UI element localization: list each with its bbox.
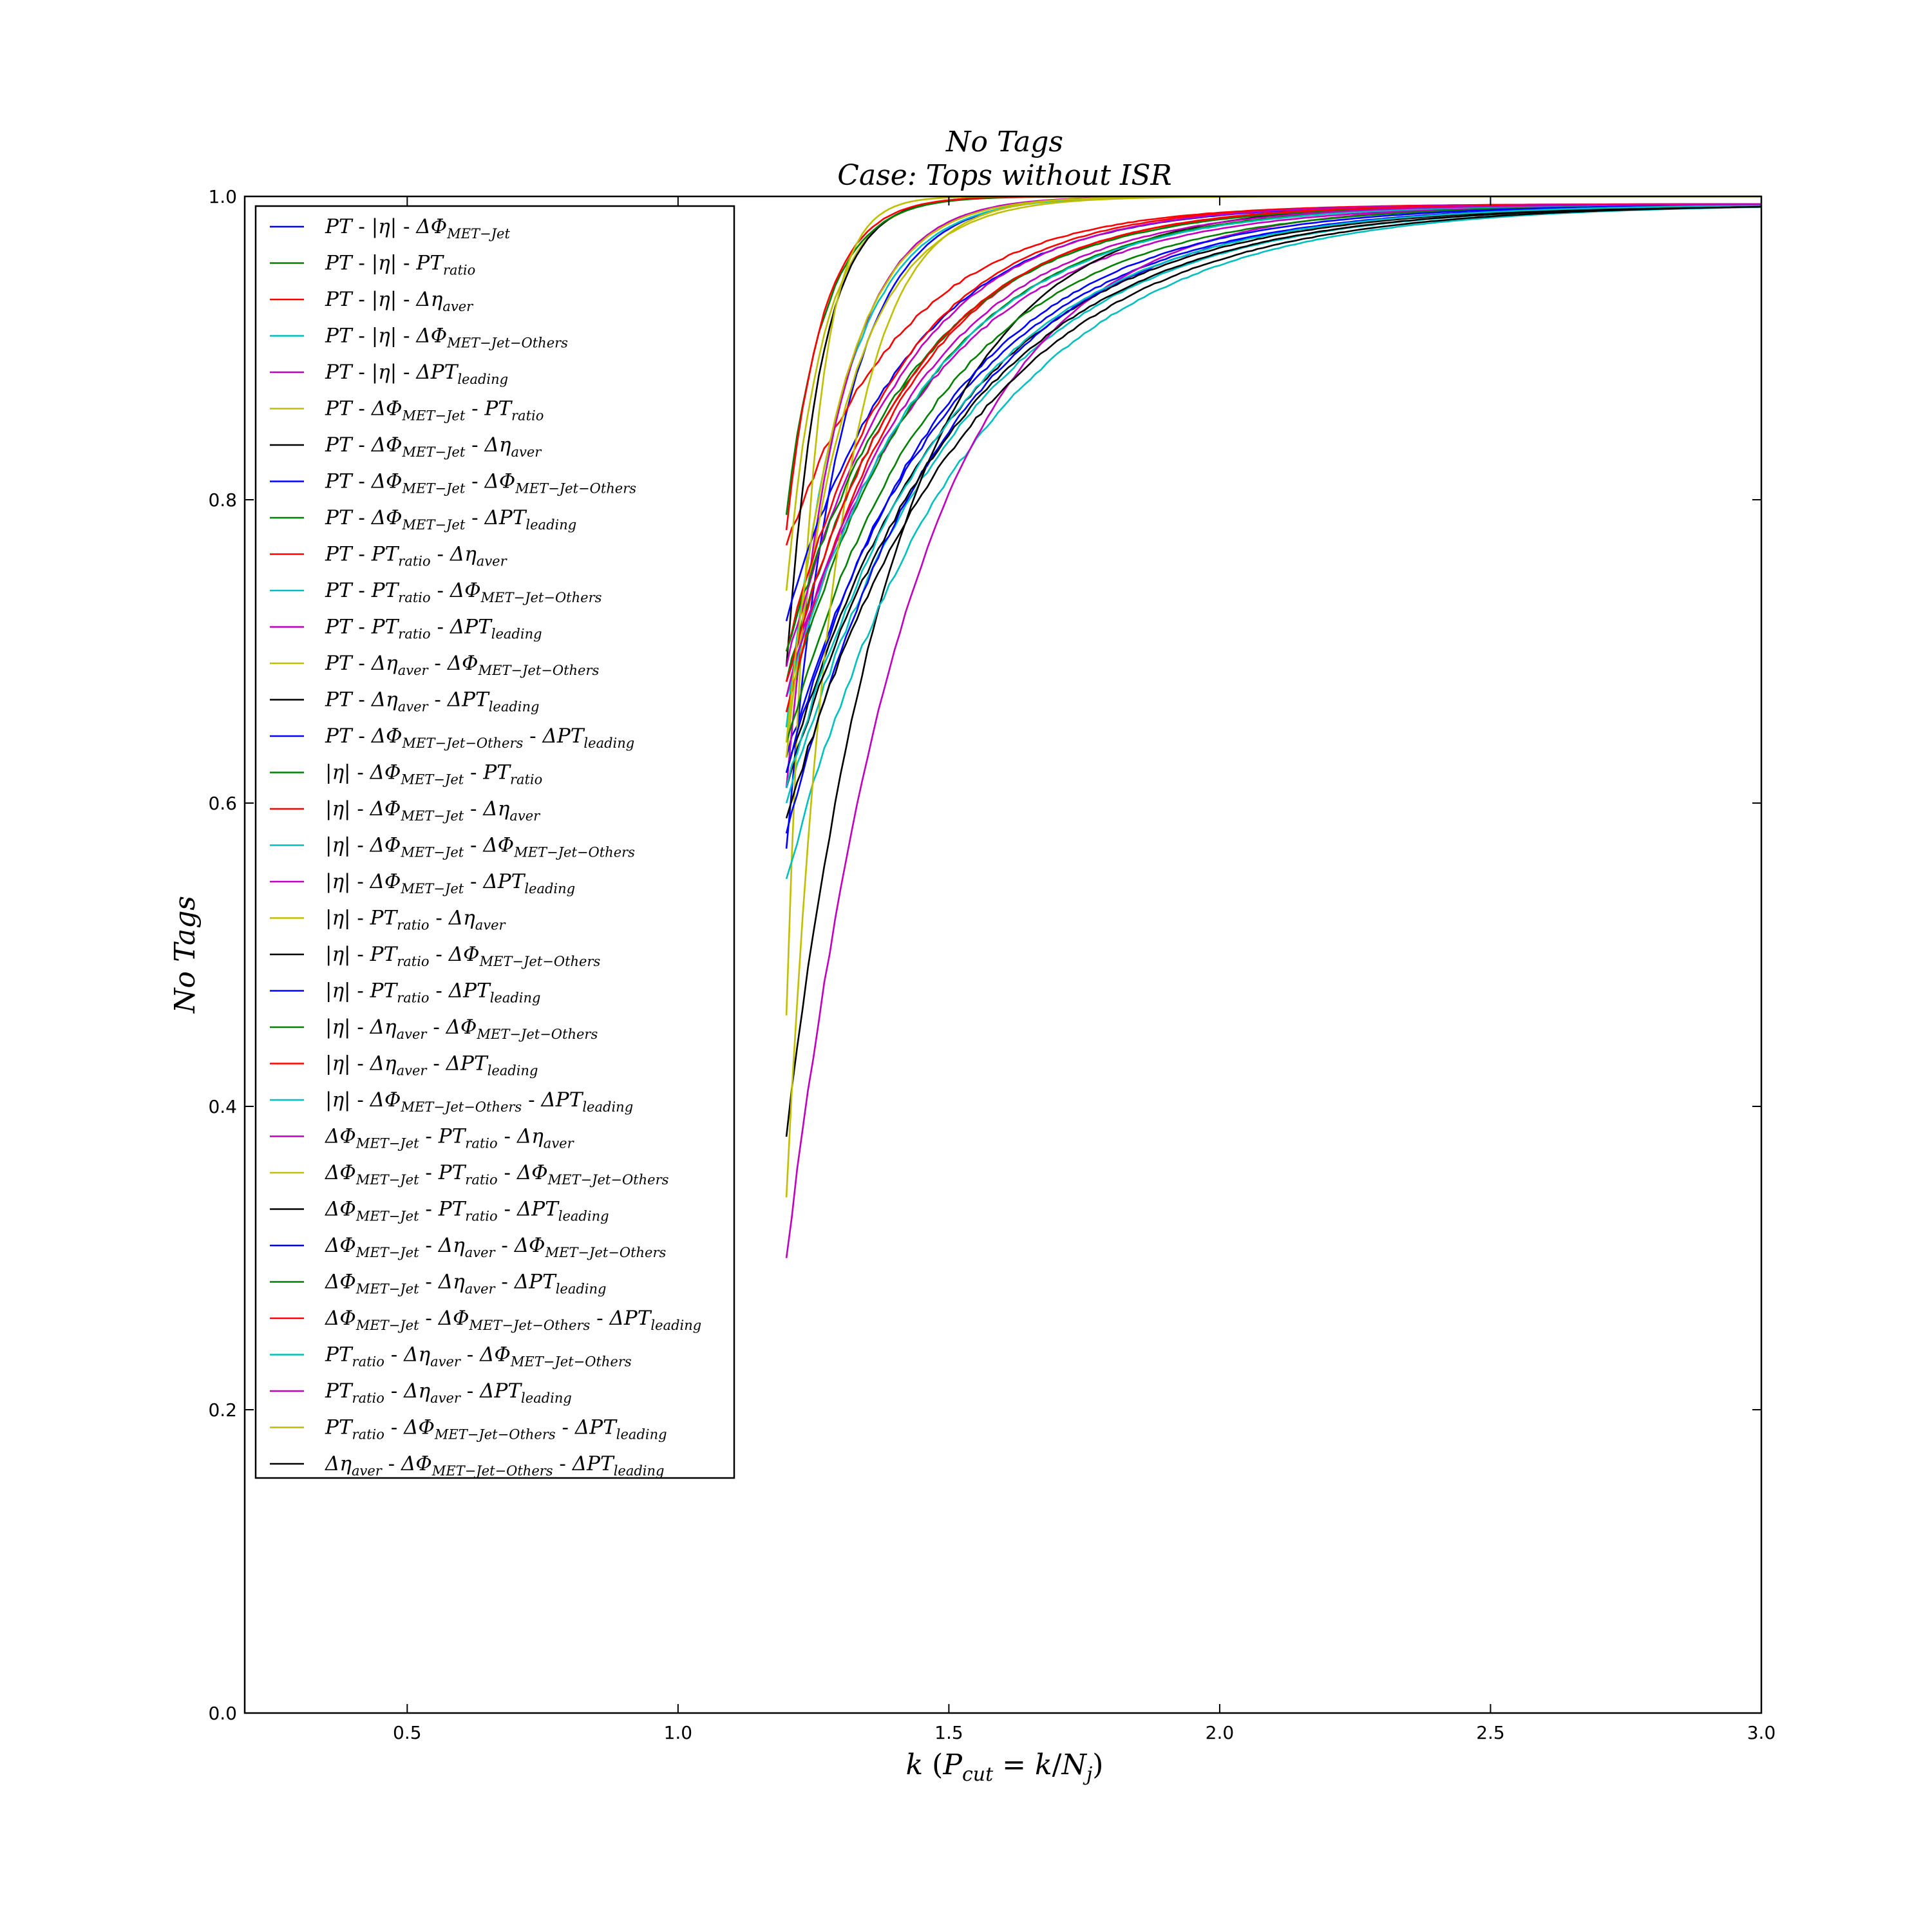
series-line	[785, 205, 1762, 819]
x-axis-label: k (Pcut = k/Nj)	[906, 1748, 1104, 1786]
legend-label: PT - ΔΦMET−Jet​ - Δηaver​	[325, 433, 542, 460]
legend-label: |η| - PTratio​ - ΔPTleading​	[325, 980, 540, 1006]
legend-label: PT - ΔΦMET−Jet​ - PTratio​	[325, 397, 544, 424]
x-tick-label: 0.5	[393, 1722, 422, 1743]
series-line	[785, 205, 1762, 788]
legend-label: PT - PTratio​ - ΔΦMET−Jet−Others​	[325, 579, 602, 605]
legend-label: ΔΦMET−Jet​ - Δηaver​ - ΔΦMET−Jet−Others​	[325, 1234, 667, 1260]
x-tick-label: 2.5	[1476, 1722, 1505, 1743]
x-tick-label: 3.0	[1747, 1722, 1776, 1743]
legend-label: PT - PTratio​ - ΔPTleading​	[325, 616, 542, 642]
legend-label: PTratio​ - Δηaver​ - ΔPTleading​	[325, 1379, 572, 1406]
legend-label: PTratio​ - ΔΦMET−Jet−Others​ - ΔPTleadin…	[325, 1416, 667, 1443]
legend-label: ΔΦMET−Jet​ - ΔΦMET−Jet−Others​ - ΔPTlead…	[325, 1307, 701, 1333]
legend-frame	[254, 205, 735, 1479]
legend-label: ΔΦMET−Jet​ - Δηaver​ - ΔPTleading​	[325, 1271, 606, 1297]
legend-label: ΔΦMET−Jet​ - PTratio​ - ΔPTleading​	[325, 1198, 609, 1224]
ticks-layer: 0.5 1.0 1.5 2.0 2.5 3.0 0.0 0.2 0.4 0.6 0.8 1.0	[208, 186, 1776, 1743]
legend-label: ΔΦMET−Jet​ - PTratio​ - ΔΦMET−Jet−Others…	[325, 1161, 669, 1188]
legend-label: PT - |η| - ΔΦMET−Jet−Others​	[325, 325, 568, 351]
plot-frame	[243, 195, 1763, 1714]
legend-label: PT - Δηaver​ - ΔPTleading​	[325, 688, 539, 715]
legend-label: Δηaver​ - ΔΦMET−Jet−Others​ - ΔPTleading…	[325, 1452, 665, 1479]
legend-label: PT - PTratio​ - Δηaver​	[325, 543, 508, 569]
y-tick-label: 0.4	[208, 1096, 237, 1117]
legend-label: PT - Δηaver​ - ΔΦMET−Jet−Others​	[325, 652, 600, 678]
legend-label: |η| - ΔΦMET−Jet​ - ΔΦMET−Jet−Others​	[325, 834, 635, 860]
series-line	[785, 204, 1762, 788]
chart-subtitle: Case: Tops without ISR	[837, 159, 1171, 192]
series-line	[785, 204, 1762, 773]
legend-label: PT - |η| - ΔΦMET−Jet​	[325, 215, 510, 242]
y-tick-label: 1.0	[208, 186, 237, 207]
y-axis-label: No Tags	[169, 896, 202, 1014]
legend-label: |η| - PTratio​ - ΔΦMET−Jet−Others​	[325, 943, 601, 969]
legend-label: |η| - Δηaver​ - ΔPTleading​	[325, 1052, 538, 1079]
legend-label: |η| - Δηaver​ - ΔΦMET−Jet−Others​	[325, 1016, 598, 1042]
series-line	[785, 204, 1761, 697]
legend-label: |η| - ΔΦMET−Jet​ - PTratio​	[325, 761, 542, 788]
legend-label: PT - |η| - ΔPTleading​	[325, 361, 508, 387]
legend: PT - |η| - ΔΦMET−Jet​ PT - |η| - PTratio​…	[254, 205, 735, 1479]
legend-label: PTratio​ - Δηaver​ - ΔΦMET−Jet−Others​	[325, 1343, 632, 1370]
legend-label: PT - ΔΦMET−Jet​ - ΔPTleading​	[325, 506, 576, 533]
legend-label: PT - |η| - Δηaver​	[325, 288, 474, 314]
legend-label: ΔΦMET−Jet​ - PTratio​ - Δηaver​	[325, 1125, 575, 1151]
y-tick-label: 0.0	[208, 1703, 237, 1724]
legend-label: PT - ΔΦMET−Jet​ - ΔΦMET−Jet−Others​	[325, 470, 636, 497]
legend-label: |η| - PTratio​ - Δηaver​	[325, 907, 507, 933]
legend-label: |η| - ΔΦMET−Jet​ - Δηaver​	[325, 797, 541, 824]
legend-label: PT - ΔΦMET−Jet−Others​ - ΔPTleading​	[325, 724, 634, 751]
x-tick-label: 2.0	[1206, 1722, 1235, 1743]
x-tick-label: 1.5	[934, 1722, 963, 1743]
y-tick-label: 0.6	[208, 793, 237, 814]
y-tick-label: 0.8	[208, 489, 237, 511]
y-tick-label: 0.2	[208, 1399, 237, 1421]
chart-title: No Tags	[945, 126, 1063, 158]
legend-label: |η| - ΔΦMET−Jet−Others​ - ΔPTleading​	[325, 1088, 633, 1115]
legend-label: |η| - ΔΦMET−Jet​ - ΔPTleading​	[325, 870, 575, 896]
legend-label: PT - |η| - PTratio​	[325, 252, 475, 278]
x-tick-label: 1.0	[664, 1722, 693, 1743]
